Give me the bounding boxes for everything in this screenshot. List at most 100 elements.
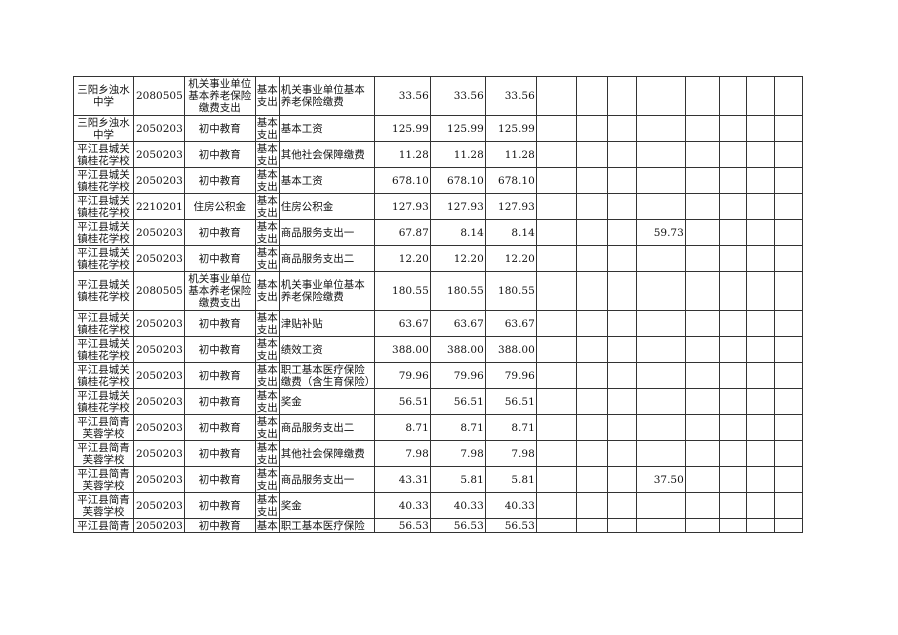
category-cell: 初中教育 xyxy=(183,440,256,467)
code-cell: 2050203 xyxy=(133,414,185,441)
empty-cell xyxy=(718,336,747,363)
code-cell: 2050203 xyxy=(133,245,185,272)
item-cell: 津贴补贴 xyxy=(278,310,375,337)
category-cell: 初中教育 xyxy=(183,115,256,142)
table-row: 平江县城关镇桂花学校 2050203 初中教育 基本支出 绩效工资 388.00 388.0… xyxy=(73,336,803,363)
total-cell: 56.51 xyxy=(373,388,431,415)
empty-cell xyxy=(535,336,577,363)
subtotal-cell: 678.10 xyxy=(429,167,486,194)
type-cell: 基本支出 xyxy=(254,440,280,467)
total-cell: 8.71 xyxy=(373,414,431,441)
subtotal-cell: 8.14 xyxy=(429,219,486,246)
empty-cell xyxy=(535,440,577,467)
empty-cell xyxy=(684,141,720,168)
empty-cell xyxy=(773,115,803,142)
empty-cell xyxy=(773,271,803,311)
empty-cell xyxy=(773,336,803,363)
project-cell: 37.50 xyxy=(635,466,686,493)
basic-cell: 12.20 xyxy=(484,245,537,272)
unit-cell: 平江县城关镇桂花学校 xyxy=(73,336,134,363)
empty-cell xyxy=(606,414,637,441)
project-cell xyxy=(635,440,686,467)
empty-cell xyxy=(718,167,747,194)
item-cell: 奖金 xyxy=(278,388,375,415)
empty-cell xyxy=(684,271,720,311)
empty-cell xyxy=(745,193,775,220)
type-cell: 基本支出 xyxy=(254,310,280,337)
item-cell: 其他社会保障缴费 xyxy=(278,440,375,467)
category-cell: 机关事业单位基本养老保险缴费支出 xyxy=(183,271,256,311)
empty-cell xyxy=(575,193,608,220)
unit-cell: 三阳乡浊水中学 xyxy=(73,76,134,116)
type-cell: 基本支出 xyxy=(254,167,280,194)
empty-cell xyxy=(684,518,720,533)
empty-cell xyxy=(718,271,747,311)
empty-cell xyxy=(718,466,747,493)
empty-cell xyxy=(535,219,577,246)
type-cell: 基本支出 xyxy=(254,466,280,493)
project-cell xyxy=(635,362,686,389)
empty-cell xyxy=(606,245,637,272)
category-cell: 初中教育 xyxy=(183,310,256,337)
type-cell: 基本支出 xyxy=(254,271,280,311)
project-cell xyxy=(635,115,686,142)
empty-cell xyxy=(718,440,747,467)
empty-cell xyxy=(773,193,803,220)
code-cell: 2050203 xyxy=(133,362,185,389)
basic-cell: 5.81 xyxy=(484,466,537,493)
empty-cell xyxy=(575,219,608,246)
project-cell xyxy=(635,271,686,311)
unit-cell: 平江县城关镇桂花学校 xyxy=(73,141,134,168)
project-cell xyxy=(635,414,686,441)
empty-cell xyxy=(575,388,608,415)
empty-cell xyxy=(535,271,577,311)
empty-cell xyxy=(745,167,775,194)
unit-cell: 平江县简青芙蓉学校 xyxy=(73,492,134,519)
empty-cell xyxy=(606,76,637,116)
empty-cell xyxy=(575,310,608,337)
table-row: 平江县城关镇桂花学校 2050203 初中教育 基本支出 奖金 56.51 56.51 56.… xyxy=(73,388,803,415)
type-cell: 基本 xyxy=(254,518,280,533)
empty-cell xyxy=(684,310,720,337)
empty-cell xyxy=(575,440,608,467)
subtotal-cell: 79.96 xyxy=(429,362,486,389)
empty-cell xyxy=(773,440,803,467)
empty-cell xyxy=(684,440,720,467)
code-cell: 2050203 xyxy=(133,115,185,142)
category-cell: 机关事业单位基本养老保险缴费支出 xyxy=(183,76,256,116)
category-cell: 初中教育 xyxy=(183,219,256,246)
empty-cell xyxy=(575,271,608,311)
empty-cell xyxy=(606,362,637,389)
total-cell: 11.28 xyxy=(373,141,431,168)
empty-cell xyxy=(535,492,577,519)
type-cell: 基本支出 xyxy=(254,76,280,116)
empty-cell xyxy=(575,336,608,363)
basic-cell: 678.10 xyxy=(484,167,537,194)
empty-cell xyxy=(745,414,775,441)
total-cell: 63.67 xyxy=(373,310,431,337)
empty-cell xyxy=(575,414,608,441)
empty-cell xyxy=(745,466,775,493)
basic-cell: 127.93 xyxy=(484,193,537,220)
basic-cell: 125.99 xyxy=(484,115,537,142)
empty-cell xyxy=(606,219,637,246)
empty-cell xyxy=(606,336,637,363)
table-row: 平江县城关镇桂花学校 2080505 机关事业单位基本养老保险缴费支出 基本支出 机关事… xyxy=(73,271,803,311)
empty-cell xyxy=(745,336,775,363)
empty-cell xyxy=(606,440,637,467)
item-cell: 职工基本医疗保险 xyxy=(278,518,375,533)
empty-cell xyxy=(718,414,747,441)
project-cell: 59.73 xyxy=(635,219,686,246)
total-cell: 388.00 xyxy=(373,336,431,363)
empty-cell xyxy=(575,466,608,493)
unit-cell: 平江县简青 xyxy=(73,518,134,533)
subtotal-cell: 127.93 xyxy=(429,193,486,220)
table-row: 三阳乡浊水中学 2080505 机关事业单位基本养老保险缴费支出 基本支出 机关事业单位… xyxy=(73,76,803,116)
empty-cell xyxy=(684,193,720,220)
category-cell: 初中教育 xyxy=(183,245,256,272)
empty-cell xyxy=(773,388,803,415)
project-cell xyxy=(635,167,686,194)
empty-cell xyxy=(718,388,747,415)
project-cell xyxy=(635,388,686,415)
empty-cell xyxy=(718,193,747,220)
